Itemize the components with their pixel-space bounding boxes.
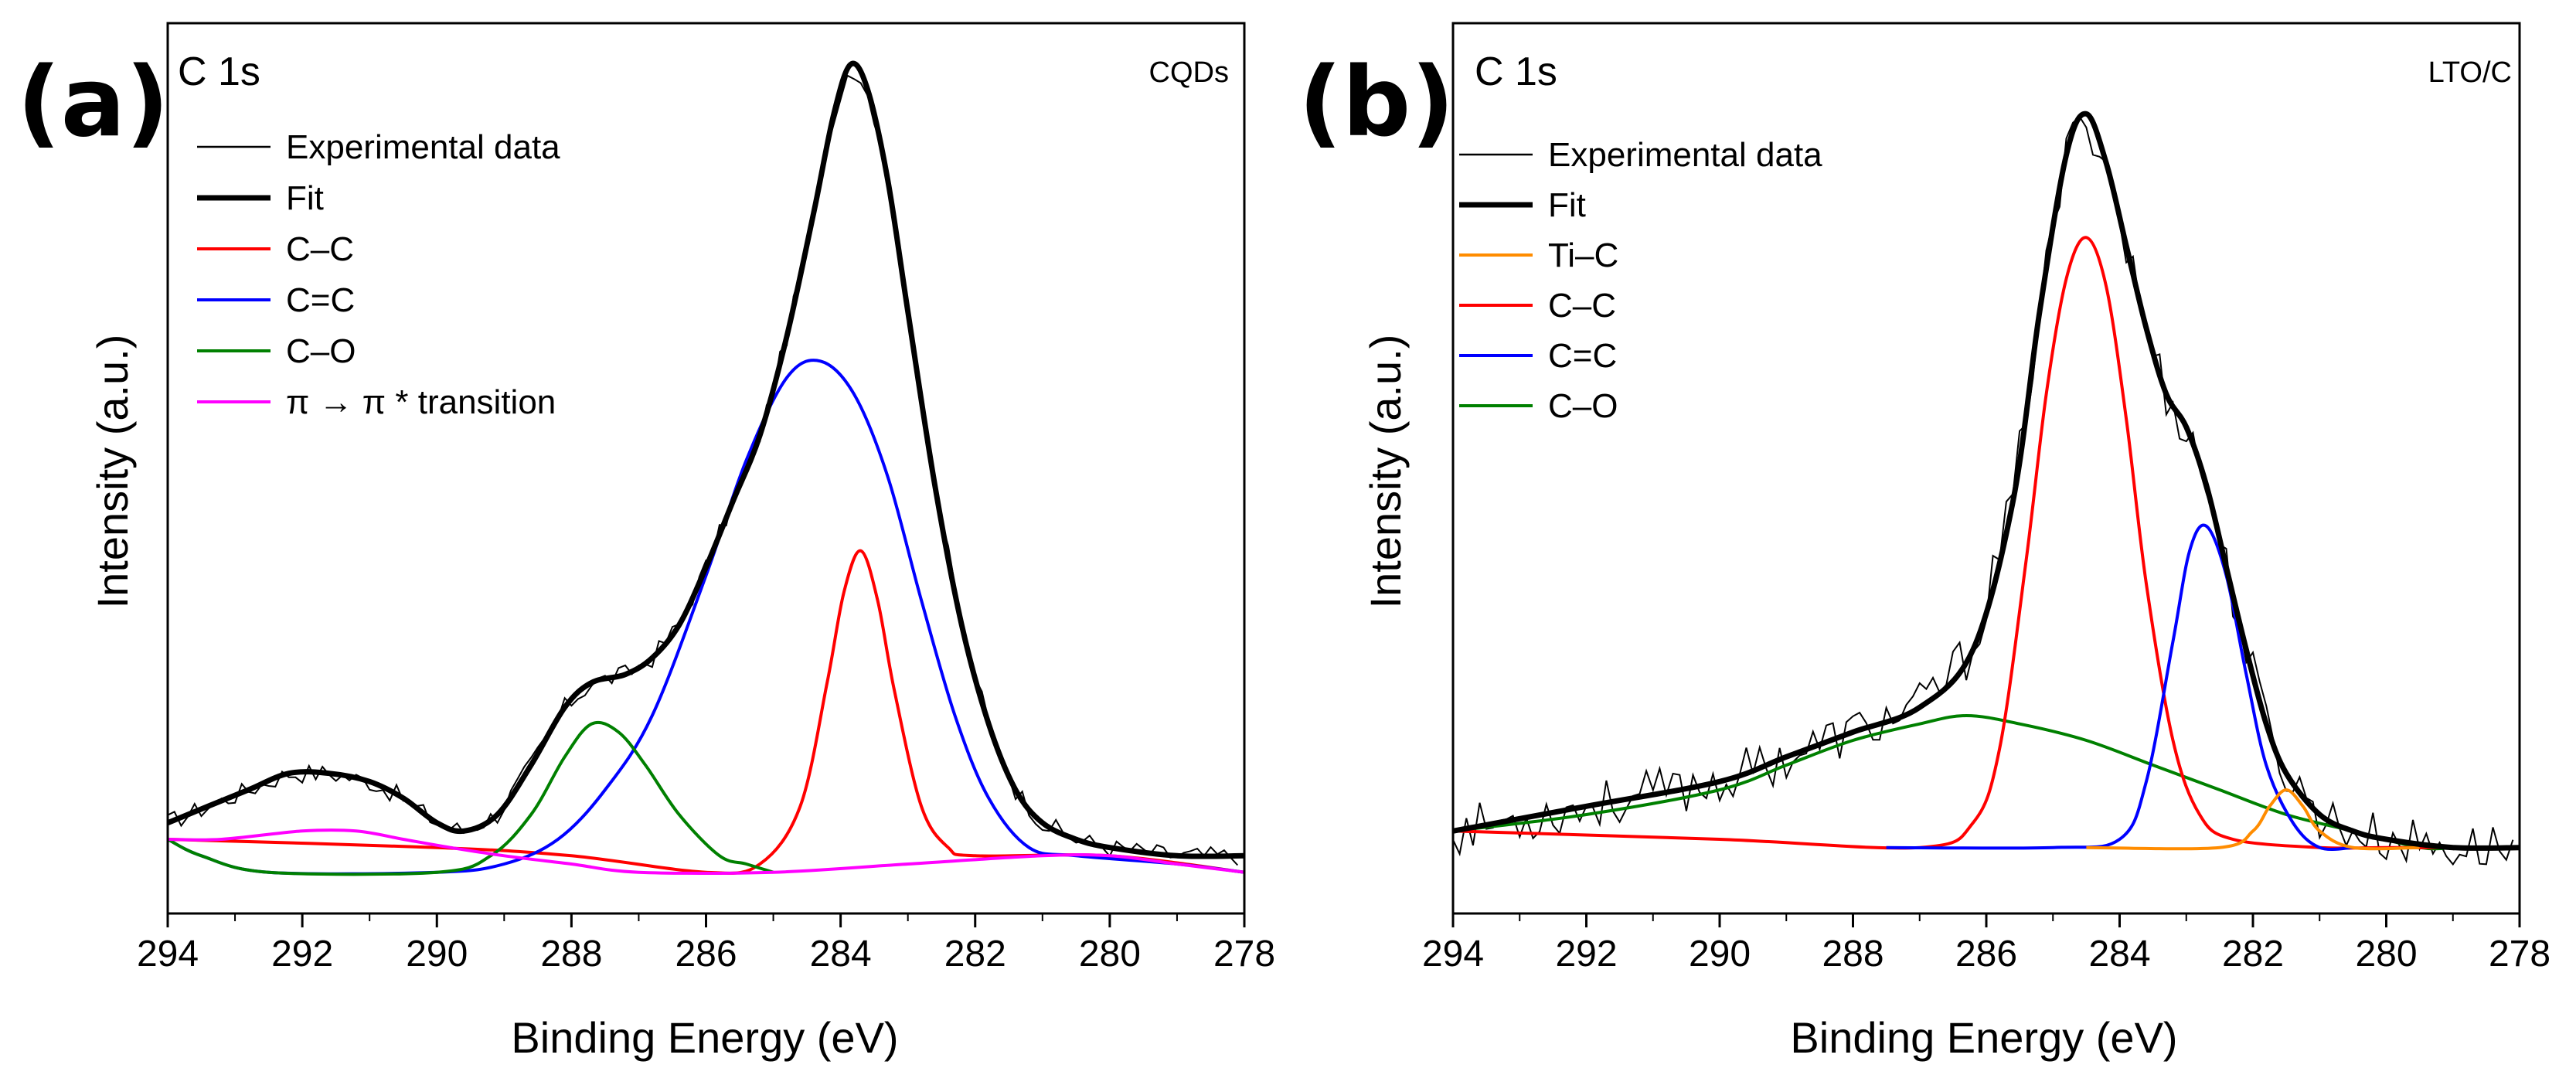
panel-b-sample-label: LTO/C bbox=[2428, 56, 2512, 89]
panel-b-xlabel: Binding Energy (eV) bbox=[1790, 1013, 2177, 1062]
a-legend-label-c-o: C–O bbox=[286, 332, 356, 370]
a-experimental-data-line bbox=[167, 74, 1239, 866]
panel-a-x-tick-labels: 294 292 290 288 286 284 282 280 278 bbox=[137, 934, 1275, 975]
panel-a-x-ticks bbox=[166, 913, 1246, 927]
panel-b-legend: Experimental data Fit Ti–C C–C C=C C–O bbox=[1459, 136, 1822, 425]
b-x-tick-label: 278 bbox=[2489, 934, 2550, 975]
a-legend-label-experimental-data: Experimental data bbox=[286, 128, 560, 166]
panel-b-plot-frame bbox=[1451, 22, 2521, 915]
b-legend-label-experimental-data: Experimental data bbox=[1548, 136, 1822, 174]
a-legend-label-pi-to-pi-transition: π → π * transition bbox=[286, 383, 556, 421]
panel-a-title: C 1s bbox=[178, 49, 260, 94]
a-x-tick-label: 294 bbox=[137, 934, 199, 975]
b-x-tick-label: 288 bbox=[1822, 934, 1884, 975]
panel-b-letter: (b) bbox=[1298, 47, 1455, 158]
a-x-tick-label: 292 bbox=[271, 934, 333, 975]
a-legend-label-fit: Fit bbox=[286, 179, 324, 217]
b-legend-label-fit: Fit bbox=[1548, 186, 1586, 224]
b-x-tick-label: 292 bbox=[1555, 934, 1617, 975]
b-legend-label-c-o: C–O bbox=[1548, 387, 1618, 425]
a-series-fit bbox=[166, 60, 1245, 859]
panel-a-xlabel: Binding Energy (eV) bbox=[511, 1013, 898, 1062]
a-legend-label-ceqc: C=C bbox=[286, 281, 355, 319]
a-series-c-o bbox=[167, 720, 774, 876]
panel-a-ylabel: Intensity (a.u.) bbox=[88, 335, 137, 609]
panel-b-x-tick-labels: 294 292 290 288 286 284 282 280 278 bbox=[1422, 934, 2550, 975]
a-x-tick-label: 288 bbox=[540, 934, 602, 975]
a-series-c-c bbox=[167, 549, 1245, 875]
panel-a-legend: Experimental data Fit C–C C=C C–O π → π * tra… bbox=[197, 128, 560, 421]
b-legend-label-ti-c: Ti–C bbox=[1548, 236, 1618, 274]
panel-a-plot-frame bbox=[166, 22, 1246, 915]
panel-b-title: C 1s bbox=[1475, 49, 1557, 94]
b-x-tick-label: 294 bbox=[1422, 934, 1484, 975]
panel-b-experimental-data bbox=[1452, 115, 2514, 866]
b-series-c-c bbox=[1452, 236, 2520, 850]
b-x-tick-label: 290 bbox=[1689, 934, 1751, 975]
b-legend-label-c-c: C–C bbox=[1548, 287, 1616, 325]
b-series-fit bbox=[1452, 111, 2520, 851]
panel-a: (a) Intensity (a.u.) Binding Energy (eV)… bbox=[17, 22, 1275, 1062]
a-series-pi-to-pi-transition bbox=[167, 828, 1245, 875]
panel-b-series bbox=[1452, 111, 2520, 852]
panel-b-x-ticks bbox=[1451, 913, 2521, 927]
a-x-tick-label: 280 bbox=[1079, 934, 1141, 975]
panel-a-series bbox=[166, 60, 1245, 876]
panel-a-letter: (a) bbox=[17, 47, 169, 158]
b-series-c-o bbox=[1452, 714, 2453, 851]
a-x-tick-label: 282 bbox=[944, 934, 1006, 975]
a-x-tick-label: 286 bbox=[675, 934, 737, 975]
b-x-tick-label: 280 bbox=[2355, 934, 2417, 975]
a-legend-label-c-c: C–C bbox=[286, 230, 354, 268]
panel-b-ylabel: Intensity (a.u.) bbox=[1361, 335, 1410, 609]
a-x-tick-label: 284 bbox=[810, 934, 872, 975]
panel-a-experimental-data bbox=[167, 74, 1239, 866]
b-x-tick-label: 286 bbox=[1955, 934, 2017, 975]
b-x-tick-label: 284 bbox=[2088, 934, 2150, 975]
b-series-ceqc bbox=[1886, 523, 2353, 852]
b-legend-label-ceqc: C=C bbox=[1548, 337, 1617, 375]
a-x-tick-label: 290 bbox=[406, 934, 468, 975]
a-x-tick-label: 278 bbox=[1213, 934, 1275, 975]
b-experimental-data-line bbox=[1452, 115, 2514, 866]
b-series-ti-c bbox=[2086, 788, 2420, 851]
b-x-tick-label: 282 bbox=[2222, 934, 2284, 975]
a-series-ceqc bbox=[167, 359, 1245, 876]
panel-b: (b) Intensity (a.u.) Binding Energy (eV)… bbox=[1298, 22, 2550, 1062]
panel-a-sample-label: CQDs bbox=[1149, 56, 1229, 89]
